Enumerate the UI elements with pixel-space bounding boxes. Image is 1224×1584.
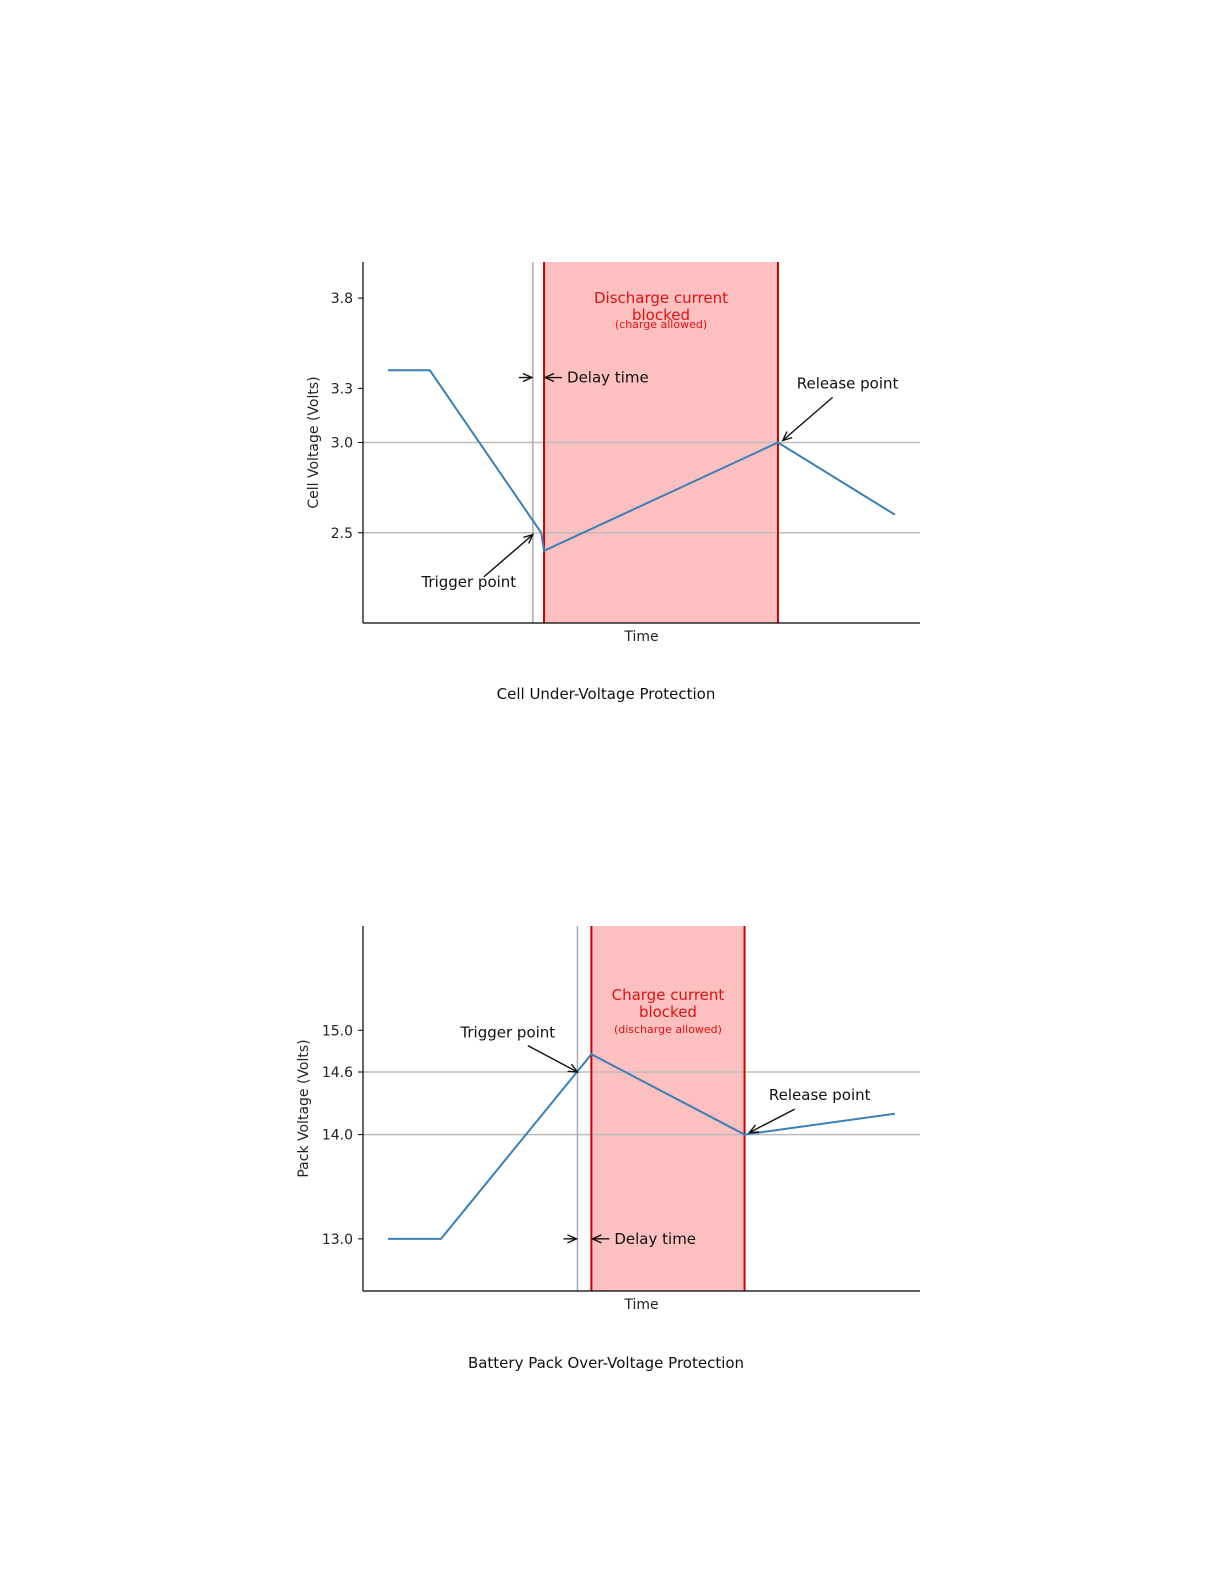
y-tick-label: 13.0 <box>322 1232 353 1248</box>
blocked-region-title: blocked <box>632 306 690 324</box>
voltage-series-line <box>388 369 896 553</box>
trigger-point-label: Trigger point <box>420 573 516 591</box>
delay-time-label: Delay time <box>567 369 649 387</box>
chart-caption: Cell Under-Voltage Protection <box>497 685 716 703</box>
release-point-arrowhead <box>781 431 793 442</box>
y-tick-label: 14.0 <box>322 1128 353 1144</box>
blocked-region-title: Discharge current <box>594 289 728 307</box>
delay-arrowhead-left <box>567 1234 579 1244</box>
voltage-series-line <box>388 1053 896 1240</box>
blocked-region-subtitle: (charge allowed) <box>615 318 707 331</box>
chart-caption: Battery Pack Over-Voltage Protection <box>468 1354 744 1372</box>
release-point-label: Release point <box>797 374 899 392</box>
x-axis-label: Time <box>623 1297 658 1313</box>
trigger-point-arrowhead <box>567 1063 579 1073</box>
pack-over-voltage-chart: 13.0 14.0 14.6 15.0 Time Pack Voltage (Volts)… <box>0 760 1224 1440</box>
release-point-arrow <box>749 1108 796 1134</box>
release-point-arrow <box>782 396 834 442</box>
trigger-point-arrowhead <box>523 533 535 544</box>
y-axis-label: Pack Voltage (Volts) <box>296 1039 312 1177</box>
blocked-region-title: blocked <box>639 1003 697 1021</box>
trigger-point-label: Trigger point <box>459 1024 555 1042</box>
delay-arrowhead-right <box>590 1234 602 1244</box>
y-tick-label: 14.6 <box>322 1065 353 1081</box>
y-tick-label: 15.0 <box>322 1023 353 1039</box>
x-axis-label: Time <box>623 629 658 645</box>
blocked-region-title: Charge current <box>612 986 725 1004</box>
y-tick-label: 3.0 <box>331 436 353 452</box>
y-tick-label: 3.3 <box>331 381 353 397</box>
y-tick-label: 2.5 <box>331 526 353 542</box>
delay-arrowhead-left <box>522 372 534 383</box>
y-axis-label: Cell Voltage (Volts) <box>306 376 322 508</box>
release-point-arrowhead <box>747 1124 760 1134</box>
release-point-label: Release point <box>769 1086 871 1104</box>
cell-under-voltage-svg: 2.5 3.0 3.3 3.8 Time Cell Voltage (Volts) Disc… <box>306 262 920 703</box>
trigger-point-arrow <box>527 1044 578 1073</box>
y-tick-label: 3.8 <box>331 291 353 307</box>
trigger-point-arrow <box>483 534 534 578</box>
delay-arrowhead-right <box>543 372 555 383</box>
blocked-region-subtitle: (discharge allowed) <box>614 1023 722 1036</box>
cell-under-voltage-chart: 2.5 3.0 3.3 3.8 Time Cell Voltage (Volts) Disc… <box>0 0 1224 760</box>
blocked-region <box>591 926 745 1291</box>
pack-over-voltage-svg: 13.0 14.0 14.6 15.0 Time Pack Voltage (Volts)… <box>296 926 920 1372</box>
delay-time-label: Delay time <box>614 1230 696 1248</box>
